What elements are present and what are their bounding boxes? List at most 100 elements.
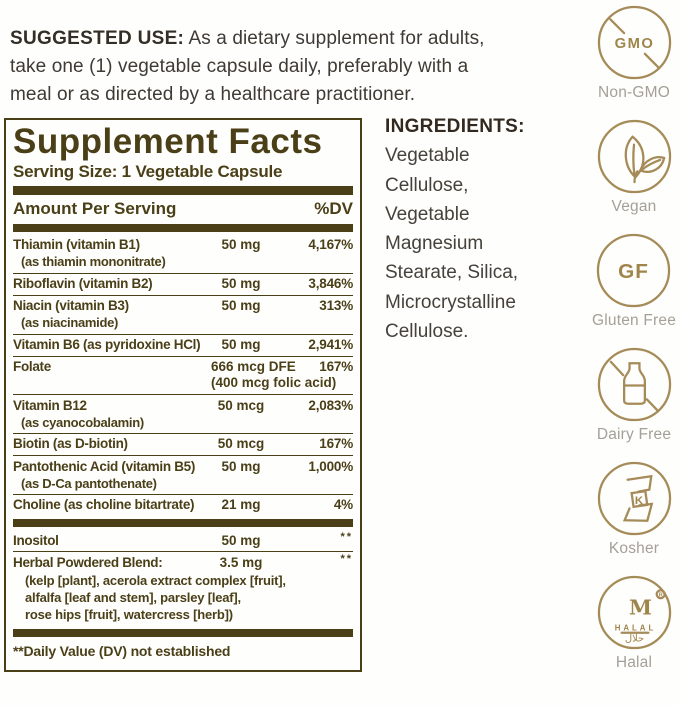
table-row: Inositol 50 mg ** — [13, 530, 353, 551]
non-gmo-icon: GMO — [597, 5, 671, 80]
dairy-free-milk-icon — [597, 347, 671, 422]
nutrient-dv: 167% — [319, 436, 353, 452]
ingredients-section: INGREDIENTS: Vegetable Cellulose, Vegeta… — [385, 112, 575, 346]
nutrient-amount-value: 666 mcg DFE — [211, 359, 296, 375]
herbal-blend-components: (kelp [plant], acerola extract complex [… — [13, 573, 353, 624]
table-row: Herbal Powdered Blend: 3.5 mg ** (kelp [… — [13, 551, 353, 626]
nutrient-amount: 50 mg — [221, 337, 261, 353]
suggested-use-line: As a dietary supplement for adults, — [188, 28, 485, 49]
badge-vegan: Vegan — [595, 117, 674, 216]
ingredients-line: Vegetable — [385, 203, 470, 225]
header-amount-per-serving: Amount Per Serving — [13, 198, 177, 218]
nutrient-dv-asterisks: ** — [340, 552, 353, 565]
nutrient-dv: 1,000% — [308, 458, 353, 474]
table-row: Vitamin B6 (as pyridoxine HCl) 50 mg 2,9… — [13, 333, 353, 356]
nutrient-name: Folate — [13, 359, 51, 375]
nutrient-amount: 50 mg — [221, 532, 261, 548]
nutrient-amount: 50 mg — [221, 458, 261, 474]
header-dv: %DV — [314, 198, 353, 218]
nutrient-form: (as D-Ca pantothenate) — [21, 475, 157, 491]
table-row: Biotin (as D-biotin) 50 mcg 167% — [13, 432, 353, 455]
nutrient-name: Pantothenic Acid (vitamin B5) — [13, 458, 196, 474]
nutrient-name: Vitamin B6 (as pyridoxine HCl) — [13, 337, 201, 353]
nutrient-form: (as cyanocobalamin) — [21, 414, 144, 430]
table-row: Choline (as choline bitartrate) 21 mg 4% — [13, 493, 353, 516]
divider-bar — [13, 629, 353, 638]
herbal-note-line: rose hips [fruit], watercress [herb]) — [25, 606, 233, 622]
nutrient-dv: 167% — [319, 359, 353, 375]
nutrient-amount: 666 mcg DFE (400 mcg folic acid) — [211, 359, 336, 391]
nutrient-name: Thiamin (vitamin B1) — [13, 237, 140, 253]
nutrient-dv: 3,846% — [308, 276, 353, 292]
nutrient-name: Niacin (vitamin B3) — [13, 298, 129, 314]
badge-label: Gluten Free — [591, 312, 677, 329]
divider-bar — [13, 519, 353, 528]
nutrient-form: (as thiamin mononitrate) — [21, 254, 166, 270]
table-row: Folate 666 mcg DFE (400 mcg folic acid) 1… — [13, 355, 353, 394]
dv-footnote: **Daily Value (DV) not established — [13, 643, 231, 660]
ingredients-line: Cellulose. — [385, 320, 469, 342]
svg-text:HALAL: HALAL — [614, 623, 656, 632]
badge-label: Dairy Free — [596, 426, 672, 443]
supplement-facts-panel: Supplement Facts Serving Size: 1 Vegetab… — [4, 118, 362, 672]
table-header: Amount Per Serving %DV — [13, 198, 353, 221]
certification-badges: GMO Non-GMO Vegan GF Gluten Free — [589, 3, 679, 687]
nutrient-amount: 21 mg — [221, 497, 261, 513]
gluten-free-icon: GF — [597, 233, 671, 308]
nutrient-rows: Thiamin (vitamin B1) 50 mg 4,167% (as th… — [13, 235, 353, 516]
svg-text:K: K — [634, 495, 643, 507]
nutrient-amount: 50 mg — [221, 298, 261, 314]
nutrient-dv-asterisks: ** — [340, 530, 353, 543]
svg-text:GF: GF — [619, 260, 650, 283]
badge-label: Vegan — [611, 198, 657, 215]
badge-halal: M HALAL حلال R Halal — [595, 573, 674, 672]
halal-crescent-icon: M HALAL حلال R — [597, 575, 671, 650]
table-row: Niacin (vitamin B3) 50 mg 313% (as niaci… — [13, 294, 353, 334]
nutrient-name: Biotin (as D-biotin) — [13, 436, 128, 452]
nutrient-form: (as niacinamide) — [21, 315, 119, 331]
ingredients-line: Magnesium — [385, 233, 484, 254]
nutrient-name: Herbal Powdered Blend: — [13, 554, 163, 570]
nutrient-dv: 4,167% — [308, 237, 353, 253]
suggested-use-label: SUGGESTED USE: — [10, 28, 185, 49]
divider-bar — [13, 223, 353, 232]
svg-text:M: M — [628, 595, 651, 619]
no-dv-rows: Inositol 50 mg ** Herbal Powdered Blend:… — [13, 530, 353, 626]
nutrient-amount: 50 mg — [221, 237, 261, 253]
svg-text:حلال: حلال — [624, 634, 643, 645]
badge-non-gmo: GMO Non-GMO — [595, 3, 674, 102]
nutrient-amount: 50 mcg — [217, 436, 265, 452]
herbal-note-line: (kelp [plant], acerola extract complex [… — [25, 572, 286, 588]
badge-label: Halal — [615, 654, 653, 671]
suggested-use-paragraph: SUGGESTED USE: As a dietary supplement f… — [10, 25, 570, 109]
nutrient-name: Choline (as choline bitartrate) — [13, 497, 195, 513]
suggested-use-line: meal or as directed by a healthcare prac… — [10, 83, 416, 105]
svg-text:GMO: GMO — [614, 36, 654, 52]
badge-dairy-free: Dairy Free — [595, 345, 674, 444]
table-row: Pantothenic Acid (vitamin B5) 50 mg 1,00… — [13, 455, 353, 494]
vegan-leaf-icon — [597, 119, 671, 194]
ingredients-line: Stearate, Silica, — [385, 262, 519, 284]
table-row: Thiamin (vitamin B1) 50 mg 4,167% (as th… — [13, 235, 353, 273]
badge-label: Kosher — [608, 540, 660, 557]
herbal-note-line: alfalfa [leaf and stem], parsley [leaf], — [25, 589, 241, 605]
serving-size: Serving Size: 1 Vegetable Capsule — [13, 161, 283, 181]
nutrient-amount: 3.5 mg — [219, 554, 263, 570]
badge-gluten-free: GF Gluten Free — [592, 231, 676, 330]
nutrient-name: Vitamin B12 — [13, 397, 87, 413]
kosher-icon: K — [597, 461, 671, 536]
svg-text:R: R — [658, 593, 662, 599]
ingredients-line: Vegetable — [385, 145, 470, 167]
table-row: Riboflavin (vitamin B2) 50 mg 3,846% — [13, 272, 353, 295]
badge-label: Non-GMO — [597, 84, 671, 101]
badge-kosher: K Kosher — [595, 459, 674, 558]
nutrient-amount: 50 mcg — [217, 397, 265, 413]
nutrient-amount: 50 mg — [221, 276, 261, 292]
nutrient-dv: 313% — [319, 298, 353, 314]
nutrient-dv: 4% — [333, 497, 353, 513]
nutrient-amount-detail: (400 mcg folic acid) — [211, 375, 337, 391]
nutrient-dv: 2,941% — [308, 337, 353, 353]
suggested-use-line: take one (1) vegetable capsule daily, pr… — [10, 55, 469, 77]
ingredients-label: INGREDIENTS: — [385, 116, 525, 137]
ingredients-line: Microcrystalline — [385, 291, 516, 313]
